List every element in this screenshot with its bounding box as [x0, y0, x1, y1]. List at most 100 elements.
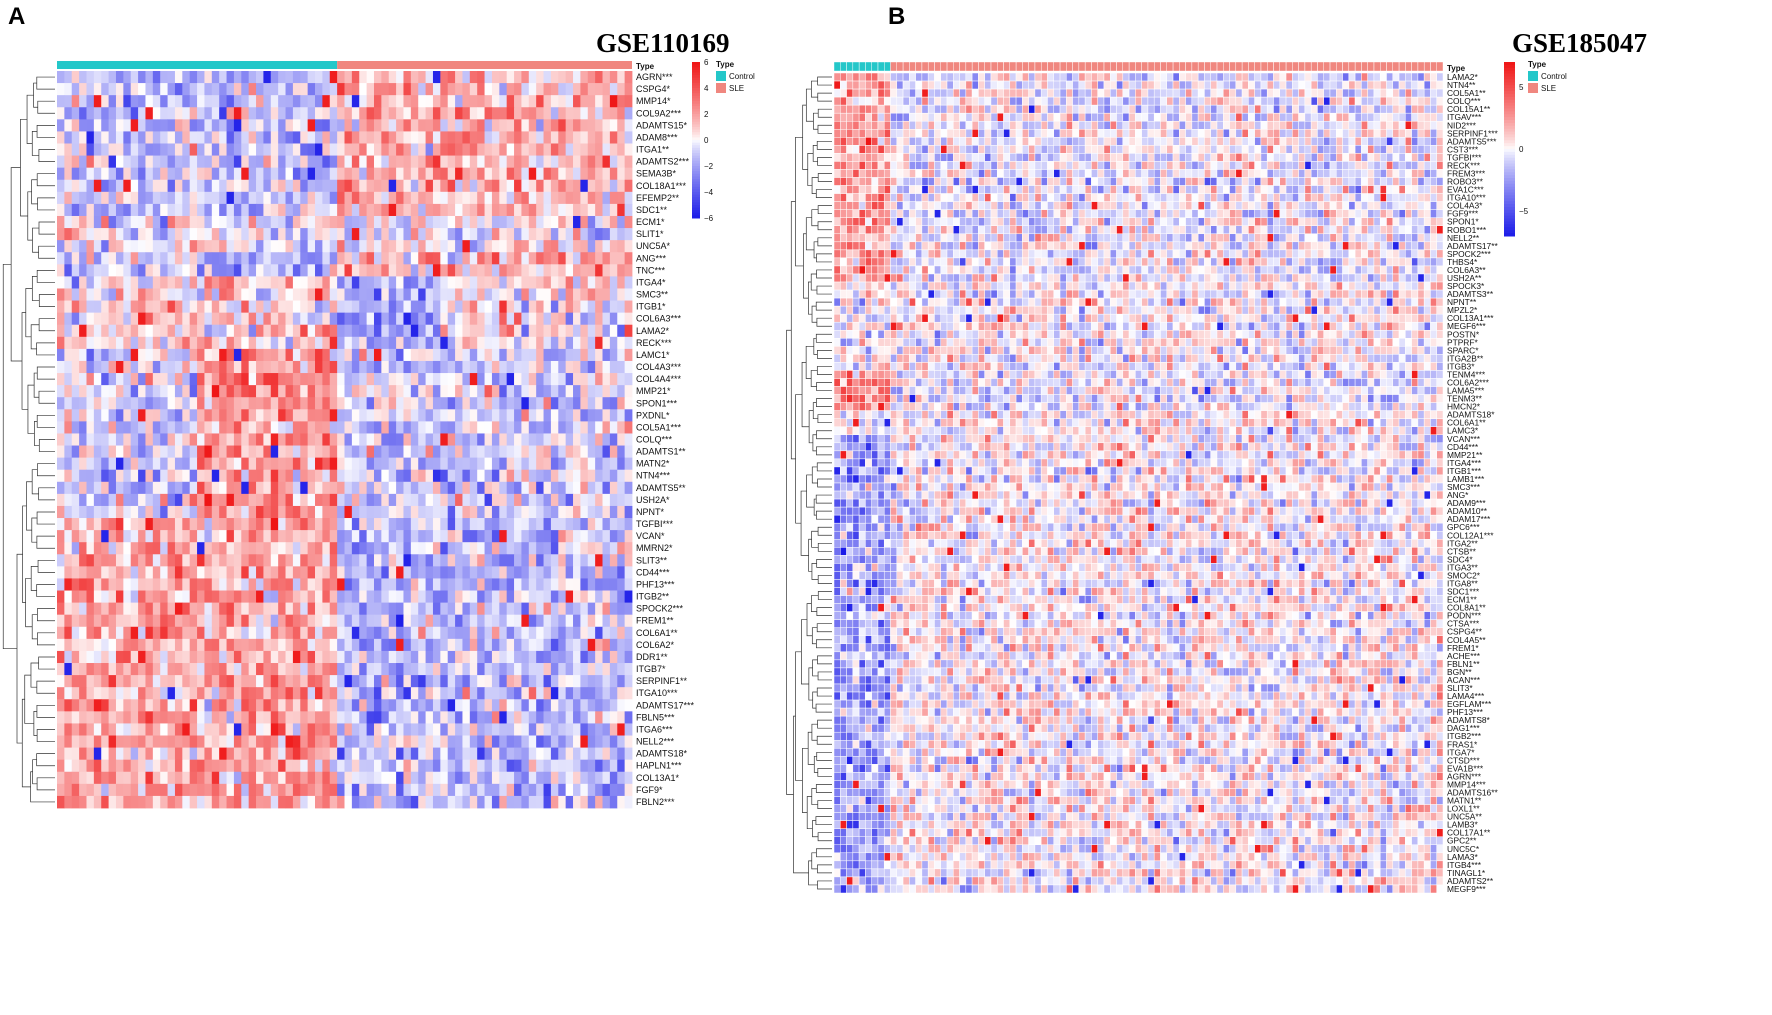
heatmap-cell: [359, 590, 368, 603]
heatmap-cell: [219, 276, 227, 289]
heatmap-cell: [307, 759, 316, 773]
heatmap-cell: [602, 252, 611, 265]
heatmap-cell: [528, 203, 537, 217]
heatmap-cell: [337, 385, 345, 398]
heatmap-cell: [381, 699, 390, 712]
heatmap-cell: [388, 675, 397, 688]
heatmap-cell: [373, 107, 382, 120]
heatmap-cell: [447, 191, 456, 205]
heatmap-cell: [160, 771, 168, 785]
heatmap-cell: [455, 530, 463, 543]
heatmap-cell: [130, 650, 139, 664]
heatmap-cell: [550, 360, 559, 374]
heatmap-cell: [491, 385, 500, 398]
heatmap-cell: [226, 663, 235, 676]
heatmap-cell: [138, 747, 146, 761]
heatmap-cell: [543, 179, 552, 193]
heatmap-cell: [204, 155, 213, 169]
heatmap-cell: [167, 228, 176, 241]
heatmap-cell: [396, 179, 404, 193]
heatmap-cell: [315, 276, 323, 289]
heatmap-cell: [108, 675, 117, 688]
heatmap-cell: [617, 373, 626, 386]
heatmap-cell: [138, 167, 146, 181]
heatmap-cell: [226, 542, 235, 555]
heatmap-cell: [565, 300, 574, 314]
heatmap-cell: [396, 542, 404, 555]
heatmap-cell: [270, 228, 279, 241]
heatmap-cell: [396, 276, 404, 289]
heatmap-cell: [609, 288, 618, 301]
heatmap-cell: [558, 735, 567, 748]
heatmap-cell: [359, 566, 368, 579]
row-label: SPOCK2***: [636, 604, 684, 614]
heatmap-cell: [270, 312, 279, 326]
heatmap-cell: [609, 759, 618, 773]
heatmap-cell: [587, 360, 596, 374]
heatmap-cell: [536, 457, 544, 471]
heatmap-cell: [366, 445, 375, 459]
heatmap-cell: [506, 119, 515, 132]
heatmap-cell: [617, 747, 626, 761]
heatmap-cell: [440, 83, 449, 96]
heatmap-cell: [462, 723, 471, 736]
heatmap-cell: [300, 215, 309, 229]
heatmap-cell: [359, 675, 368, 688]
heatmap-cell: [455, 107, 463, 120]
heatmap-cell: [79, 324, 87, 338]
heatmap-cell: [138, 360, 146, 374]
heatmap-cell: [396, 409, 404, 422]
heatmap-cell: [115, 264, 124, 277]
heatmap-cell: [219, 240, 227, 253]
heatmap-cell: [270, 95, 279, 108]
heatmap-cell: [329, 542, 338, 555]
heatmap-cell: [484, 203, 493, 217]
heatmap-cell: [344, 650, 353, 664]
heatmap-cell: [455, 602, 463, 616]
heatmap-cell: [432, 119, 441, 132]
heatmap-cell: [403, 131, 412, 144]
heatmap-cell: [617, 119, 626, 132]
heatmap-cell: [359, 119, 368, 132]
heatmap-cell: [573, 457, 581, 471]
heatmap-cell: [263, 215, 272, 229]
heatmap-cell: [189, 687, 198, 700]
heatmap-cell: [256, 324, 264, 338]
heatmap-cell: [484, 518, 493, 531]
heatmap-cell: [79, 119, 87, 132]
heatmap-cell: [484, 409, 493, 422]
heatmap-cell: [145, 252, 154, 265]
heatmap-cell: [138, 119, 146, 132]
heatmap-cell: [123, 650, 132, 664]
heatmap-cell: [403, 614, 412, 628]
heatmap-cell: [410, 735, 419, 748]
heatmap-cell: [351, 614, 360, 628]
heatmap-cell: [233, 723, 242, 736]
heatmap-cell: [108, 179, 117, 193]
heatmap-cell: [152, 626, 161, 640]
heatmap-cell: [278, 699, 286, 712]
heatmap-cell: [587, 578, 596, 591]
heatmap-cell: [93, 119, 102, 132]
heatmap-cell: [263, 264, 272, 277]
heatmap-cell: [403, 143, 412, 156]
heatmap-cell: [79, 602, 87, 616]
heatmap-cell: [491, 131, 500, 144]
heatmap-cell: [226, 95, 235, 108]
heatmap-cell: [381, 433, 390, 446]
row-dendrogram-branch: [30, 662, 39, 688]
heatmap-cell: [462, 614, 471, 628]
heatmap-cell: [514, 179, 522, 193]
heatmap-cell: [432, 457, 441, 471]
heatmap-cell: [233, 360, 242, 374]
heatmap-cell: [145, 83, 154, 96]
heatmap-cell: [440, 191, 449, 205]
heatmap-cell: [602, 191, 611, 205]
heatmap-cell: [580, 240, 589, 253]
heatmap-cell: [204, 397, 213, 410]
heatmap-cell: [152, 759, 161, 773]
heatmap-cell: [550, 131, 559, 144]
heatmap-cell: [440, 324, 449, 338]
heatmap-cell: [587, 481, 596, 495]
heatmap-cell: [425, 348, 434, 362]
